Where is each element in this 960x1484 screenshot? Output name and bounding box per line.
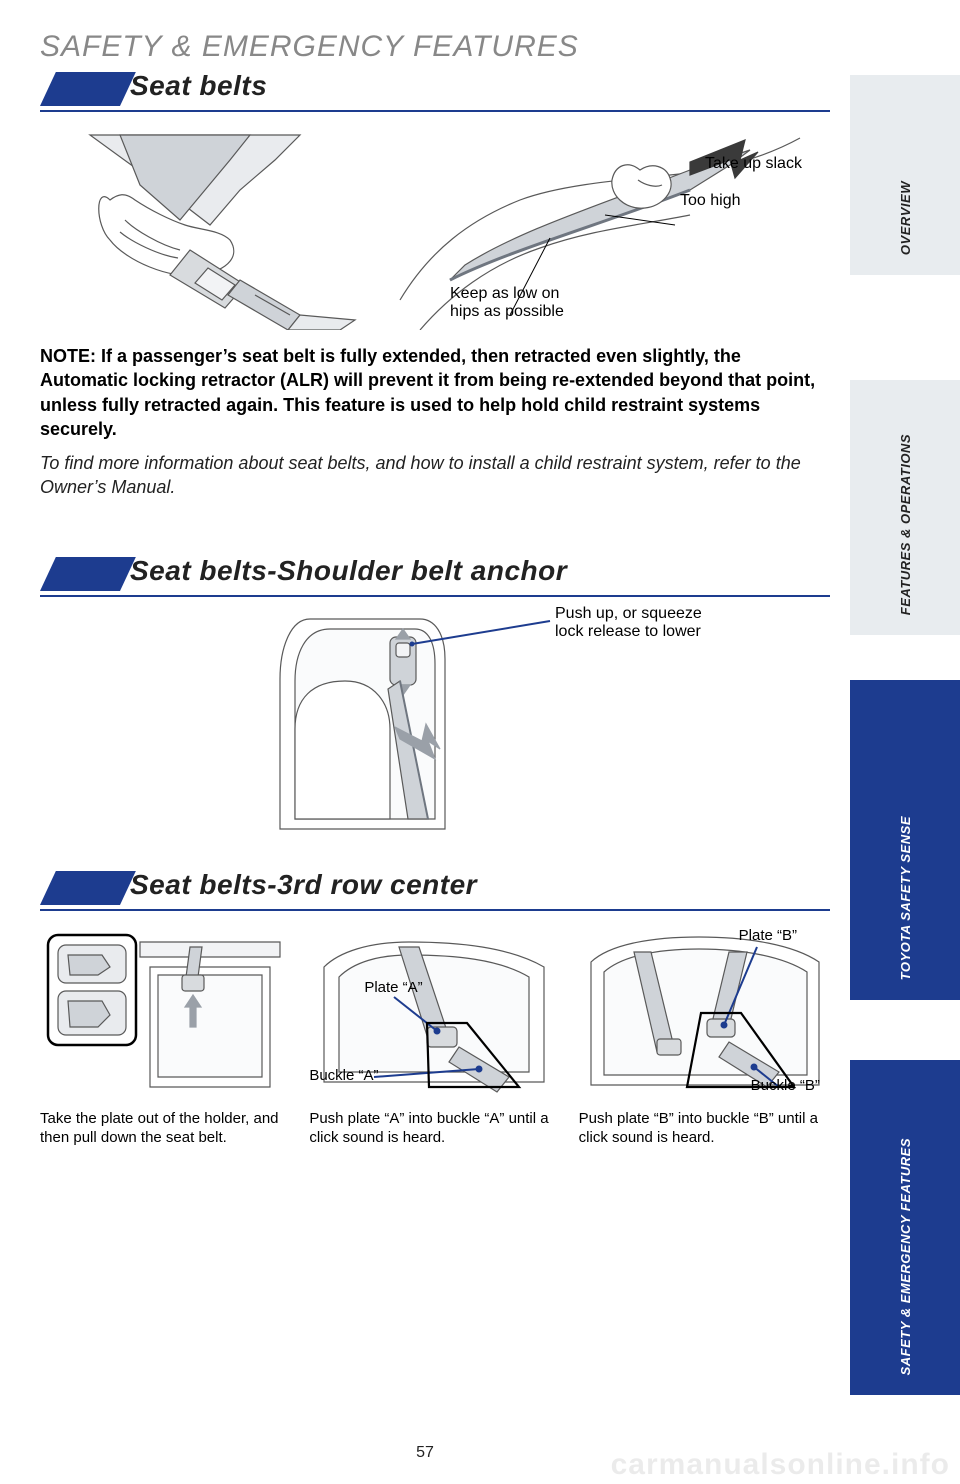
label-push-up: Push up, or squeeze lock release to lowe… — [555, 605, 702, 642]
illus-step1 — [40, 927, 290, 1097]
illus-lap-position: Take up slack Too high Keep as low on hi… — [390, 130, 820, 330]
col-step-3: Plate “B” Buckle “B” Push plate “B” into… — [579, 927, 830, 1148]
label-buckle-a: Buckle “A” — [309, 1067, 378, 1084]
label-too-high: Too high — [680, 192, 741, 210]
tab-label: TOYOTA SAFETY SENSE — [898, 816, 913, 980]
tab-features-operations[interactable]: FEATURES & OPERATIONS — [850, 380, 960, 635]
label-line: hips as possible — [450, 303, 564, 320]
col-step-2: Plate “A” Buckle “A” Push plate “A” into… — [309, 927, 560, 1148]
tab-overview[interactable]: OVERVIEW — [850, 75, 960, 275]
illus-seat-belt-buckle — [40, 130, 370, 330]
tab-safety-emergency[interactable]: SAFETY & EMERGENCY FEATURES — [850, 1060, 960, 1395]
manual-page: SAFETY & EMERGENCY FEATURES Seat belts — [0, 0, 850, 1484]
label-take-up-slack: Take up slack — [705, 155, 802, 173]
label-line: lock release to lower — [555, 623, 701, 640]
section-title: Seat belts — [130, 70, 267, 102]
label-buckle-b: Buckle “B” — [751, 1077, 820, 1094]
label-keep-low: Keep as low on hips as possible — [450, 285, 564, 322]
tab-toyota-safety-sense[interactable]: TOYOTA SAFETY SENSE — [850, 680, 960, 1000]
note-paragraph: NOTE: If a passenger’s seat belt is full… — [40, 344, 830, 441]
watermark: carmanualsonline.info — [0, 1448, 960, 1482]
reference-paragraph: To find more information about seat belt… — [40, 451, 830, 500]
illustration-row-1: Take up slack Too high Keep as low on hi… — [40, 130, 830, 330]
illus-shoulder-anchor: Push up, or squeeze lock release to lowe… — [250, 609, 830, 839]
section-header-seat-belts: Seat belts — [40, 70, 830, 116]
caption-step2: Push plate “A” into buckle “A” until a c… — [309, 1110, 560, 1148]
col-step-1: Take the plate out of the holder, and th… — [40, 927, 291, 1148]
label-plate-a: Plate “A” — [364, 979, 422, 996]
header-rhombus — [40, 72, 136, 106]
section-header-3rd-row: Seat belts-3rd row center — [40, 869, 830, 915]
caption-step1: Take the plate out of the holder, and th… — [40, 1110, 291, 1148]
header-rhombus — [40, 871, 136, 905]
section-header-shoulder-anchor: Seat belts-Shoulder belt anchor — [40, 555, 830, 601]
tab-label: FEATURES & OPERATIONS — [898, 434, 913, 615]
illus-step3 — [579, 927, 829, 1097]
side-tab-bar: OVERVIEW FEATURES & OPERATIONS TOYOTA SA… — [850, 0, 960, 1484]
caption-step3: Push plate “B” into buckle “B” until a c… — [579, 1110, 830, 1148]
section-title: Seat belts-3rd row center — [130, 869, 477, 901]
tab-label: OVERVIEW — [898, 181, 913, 255]
illustration-row-3: Take the plate out of the holder, and th… — [40, 927, 830, 1148]
header-rhombus — [40, 557, 136, 591]
label-line: Keep as low on — [450, 285, 559, 302]
label-plate-b: Plate “B” — [739, 927, 797, 944]
chapter-title: SAFETY & EMERGENCY FEATURES — [40, 30, 830, 64]
label-line: Push up, or squeeze — [555, 605, 702, 622]
section-title: Seat belts-Shoulder belt anchor — [130, 555, 567, 587]
tab-label: SAFETY & EMERGENCY FEATURES — [898, 1138, 913, 1375]
